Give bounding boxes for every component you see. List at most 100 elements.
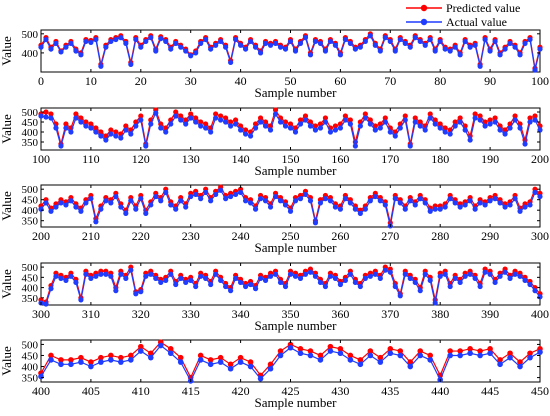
data-point: [512, 44, 518, 50]
data-point: [198, 273, 204, 279]
data-point: [347, 200, 353, 206]
data-point: [422, 271, 428, 277]
data-point: [467, 137, 473, 143]
y-tick-label: 350: [22, 216, 39, 228]
data-point: [242, 46, 249, 52]
data-point: [252, 286, 259, 292]
series-actual: [38, 187, 543, 229]
data-point: [372, 123, 378, 129]
data-point: [138, 348, 144, 354]
data-point: [322, 196, 329, 202]
x-tick-label: 90: [484, 74, 496, 88]
data-point: [83, 123, 89, 129]
x-tick-label: 170: [381, 152, 399, 166]
data-point: [382, 267, 388, 273]
data-point: [58, 143, 64, 149]
data-point: [452, 44, 458, 50]
data-point: [203, 121, 209, 127]
y-axis-label: Value: [0, 114, 14, 144]
data-point: [247, 281, 254, 288]
data-point: [397, 348, 404, 354]
x-tick-label: 330: [182, 307, 200, 321]
x-tick-label: 0: [38, 74, 44, 88]
data-point: [467, 271, 473, 277]
data-point: [372, 193, 378, 200]
data-point: [88, 275, 94, 281]
data-point: [497, 127, 503, 133]
data-point: [347, 357, 354, 363]
data-point: [252, 206, 259, 212]
data-point: [153, 193, 159, 200]
y-tick-label: 350: [22, 373, 39, 385]
data-point: [352, 143, 358, 149]
data-point: [93, 125, 99, 131]
data-point: [267, 361, 274, 368]
data-point: [467, 44, 473, 50]
data-point: [472, 115, 478, 121]
panel-2: 100 110 120 130 140 150 160 170 180 190 200 3504004…: [0, 107, 549, 178]
data-point: [367, 121, 373, 127]
data-point: [138, 196, 144, 202]
data-point: [217, 359, 224, 365]
y-tick-label: 450: [22, 350, 39, 362]
data-point: [38, 44, 44, 50]
data-point: [377, 359, 384, 365]
data-point: [402, 40, 408, 46]
data-point: [183, 121, 189, 127]
x-tick-label: 310: [82, 307, 100, 321]
data-point: [532, 189, 538, 195]
data-point: [282, 46, 289, 52]
data-point: [427, 36, 433, 43]
data-point: [442, 129, 448, 135]
data-point: [397, 125, 403, 131]
data-point: [442, 125, 448, 131]
legend: Predicted value Actual value: [406, 1, 520, 29]
data-point: [392, 196, 398, 202]
data-point: [377, 121, 383, 127]
data-point: [98, 271, 104, 277]
data-point: [68, 361, 74, 368]
data-point: [277, 348, 284, 354]
data-point: [158, 279, 164, 286]
data-point: [218, 187, 224, 193]
data-point: [347, 117, 353, 123]
data-point: [88, 359, 94, 365]
data-point: [183, 204, 189, 210]
data-point: [487, 350, 493, 357]
data-point: [302, 117, 309, 123]
data-point: [68, 198, 74, 204]
x-tick-label: 10: [85, 74, 97, 88]
data-point: [367, 273, 373, 279]
data-point: [188, 277, 194, 284]
y-tick-label: 400: [22, 48, 39, 60]
data-point: [432, 300, 438, 306]
data-point: [357, 210, 363, 216]
data-point: [153, 110, 159, 116]
data-point: [133, 206, 139, 212]
data-point: [377, 275, 383, 281]
data-point: [372, 127, 378, 133]
data-point: [337, 52, 343, 58]
data-point: [277, 119, 284, 125]
x-tick-label: 200: [32, 229, 50, 243]
data-point: [482, 119, 488, 125]
series-actual: [38, 342, 543, 384]
data-point: [432, 121, 438, 127]
data-point: [432, 117, 438, 123]
data-point: [307, 52, 314, 58]
data-point: [427, 357, 434, 363]
data-point: [522, 277, 528, 284]
data-point: [537, 294, 543, 300]
x-tick-label: 180: [431, 152, 449, 166]
data-point: [257, 375, 264, 382]
data-point: [198, 119, 204, 125]
data-point: [128, 352, 134, 359]
data-point: [242, 131, 249, 137]
data-point: [98, 129, 104, 135]
data-point: [417, 352, 424, 359]
data-point: [452, 119, 458, 125]
data-point: [73, 279, 79, 286]
data-point: [163, 129, 169, 135]
data-point: [218, 277, 224, 284]
